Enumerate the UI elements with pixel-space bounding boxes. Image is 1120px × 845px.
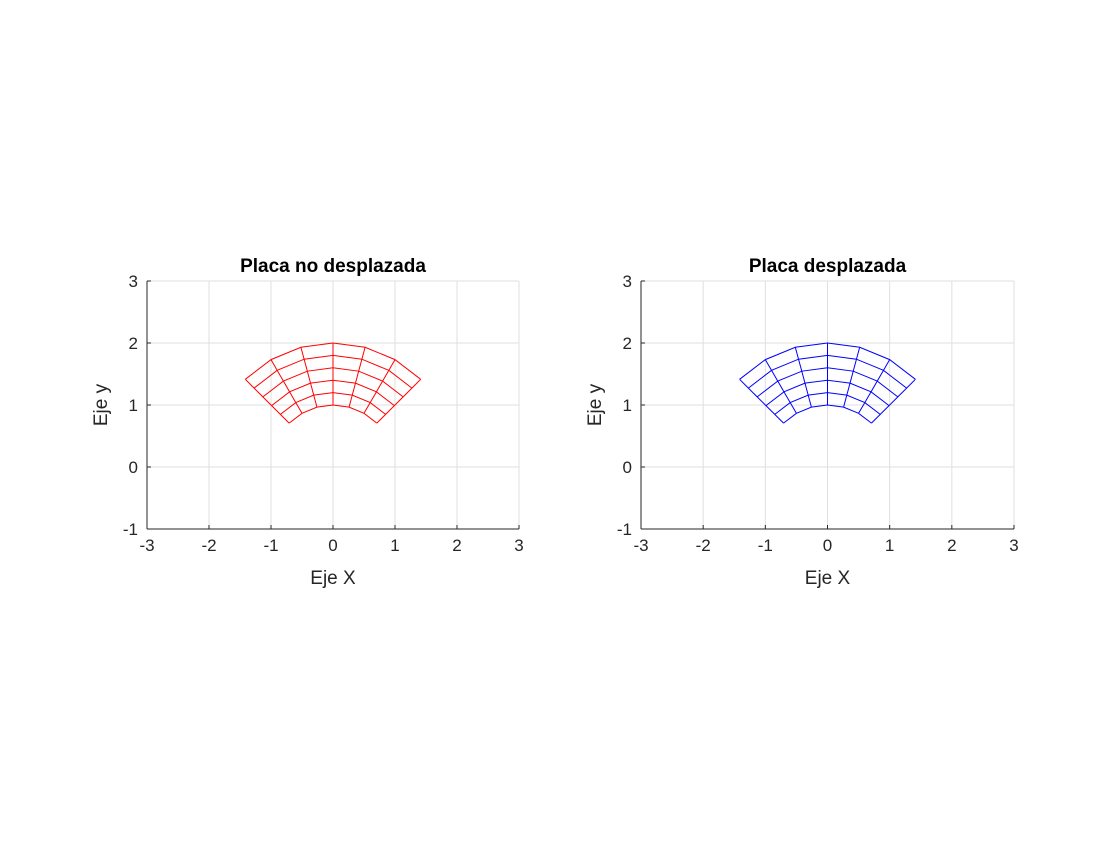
x-tick-label: -3 bbox=[633, 536, 648, 555]
mesh-radial-line bbox=[871, 378, 916, 424]
x-axis-label: Eje X bbox=[310, 568, 356, 589]
mesh-radial-line bbox=[300, 347, 318, 408]
mesh-radial-line bbox=[348, 347, 366, 408]
mesh-radial-line bbox=[739, 378, 784, 424]
subplot-right: -3 -2 -1 0 1 2 3 -1 0 1 2 3 Placa desplazada Eje X Eje… bbox=[585, 256, 1019, 589]
y-axis-label: Eje y bbox=[91, 383, 112, 426]
x-tick-label: 3 bbox=[1009, 536, 1018, 555]
x-tick-label: -2 bbox=[696, 536, 711, 555]
y-tick-label: -1 bbox=[123, 520, 138, 539]
y-tick-label: 0 bbox=[129, 458, 138, 477]
x-tick-label: 1 bbox=[885, 536, 894, 555]
x-tick-label: 1 bbox=[390, 536, 399, 555]
mesh-radial-line bbox=[764, 359, 797, 414]
x-tick-label: -3 bbox=[139, 536, 154, 555]
mesh-radial-line bbox=[376, 378, 422, 424]
x-tick-label: 2 bbox=[452, 536, 461, 555]
x-tick-label: -1 bbox=[263, 536, 278, 555]
mesh-radial-line bbox=[363, 359, 396, 414]
x-tick-label: -2 bbox=[201, 536, 216, 555]
x-tick-label: 0 bbox=[328, 536, 337, 555]
y-tick-label: 2 bbox=[129, 334, 138, 353]
mesh-radial-line bbox=[843, 347, 861, 408]
mesh-radial-line bbox=[270, 359, 303, 414]
subplot-left: -3 -2 -1 0 1 2 3 -1 0 1 2 3 Placa no desplazada Eje X… bbox=[91, 256, 524, 589]
x-tick-label: -1 bbox=[758, 536, 773, 555]
x-tick-label: 2 bbox=[947, 536, 956, 555]
x-tick-label: 3 bbox=[514, 536, 523, 555]
y-tick-label: 2 bbox=[623, 334, 632, 353]
y-tick-label: 0 bbox=[623, 458, 632, 477]
chart-title: Placa desplazada bbox=[749, 256, 907, 277]
y-tick-label: 3 bbox=[129, 272, 138, 291]
mesh-radial-line bbox=[244, 378, 290, 424]
chart-title: Placa no desplazada bbox=[240, 256, 426, 277]
mesh-radial-line bbox=[794, 347, 812, 408]
x-tick-label: 0 bbox=[823, 536, 832, 555]
y-tick-label: 1 bbox=[623, 396, 632, 415]
x-axis-label: Eje X bbox=[805, 568, 851, 589]
y-axis-label: Eje y bbox=[585, 383, 606, 426]
y-tick-label: -1 bbox=[617, 520, 632, 539]
mesh-radial-line bbox=[858, 359, 891, 414]
y-tick-label: 3 bbox=[623, 272, 632, 291]
y-tick-label: 1 bbox=[129, 396, 138, 415]
